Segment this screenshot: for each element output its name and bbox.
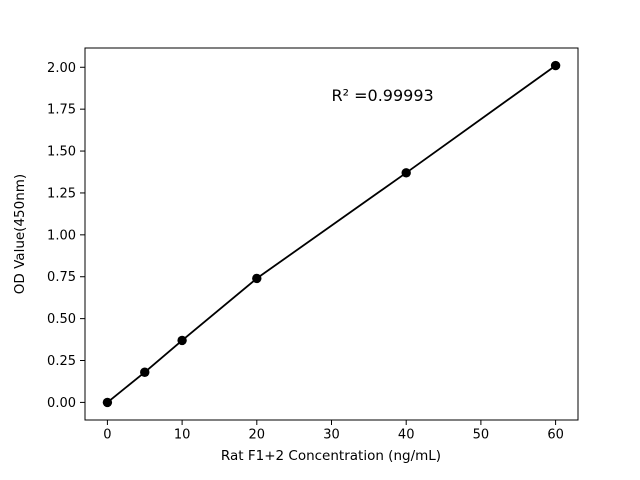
plot-area: 0 10 20 30 40 50 60 0.00 0.25 0.50 0.75 1.00 1.25 1.5… bbox=[47, 47, 579, 443]
data-point bbox=[550, 60, 561, 71]
y-tick-label: 1.00 bbox=[47, 228, 76, 243]
x-tick-label: 50 bbox=[473, 428, 490, 443]
x-tick-label: 40 bbox=[398, 428, 415, 443]
y-tick-label: 0.25 bbox=[47, 354, 76, 369]
x-tick-label: 20 bbox=[249, 428, 266, 443]
y-tick-label: 0.00 bbox=[47, 396, 76, 411]
data-point bbox=[140, 367, 150, 377]
x-tick-label: 30 bbox=[323, 428, 340, 443]
y-tick-label: 1.25 bbox=[47, 186, 76, 201]
y-axis-label: OD Value(450nm) bbox=[12, 174, 28, 294]
y-tick-label: 1.75 bbox=[47, 103, 76, 118]
y-tick-label: 1.50 bbox=[47, 145, 76, 160]
data-point bbox=[401, 168, 411, 178]
data-point bbox=[102, 397, 113, 408]
y-tick-label: 2.00 bbox=[47, 61, 76, 76]
r-squared-annotation: R² =0.99993 bbox=[332, 86, 434, 105]
x-tick-label: 0 bbox=[103, 428, 111, 443]
y-tick-label: 0.50 bbox=[47, 312, 76, 327]
fit-line bbox=[106, 64, 557, 404]
x-tick-label: 10 bbox=[174, 428, 191, 443]
data-point bbox=[252, 273, 262, 284]
data-point bbox=[177, 335, 187, 346]
x-axis-label: Rat F1+2 Concentration (ng/mL) bbox=[221, 448, 441, 464]
x-tick-label: 60 bbox=[547, 428, 564, 443]
y-tick-label: 0.75 bbox=[47, 270, 76, 285]
